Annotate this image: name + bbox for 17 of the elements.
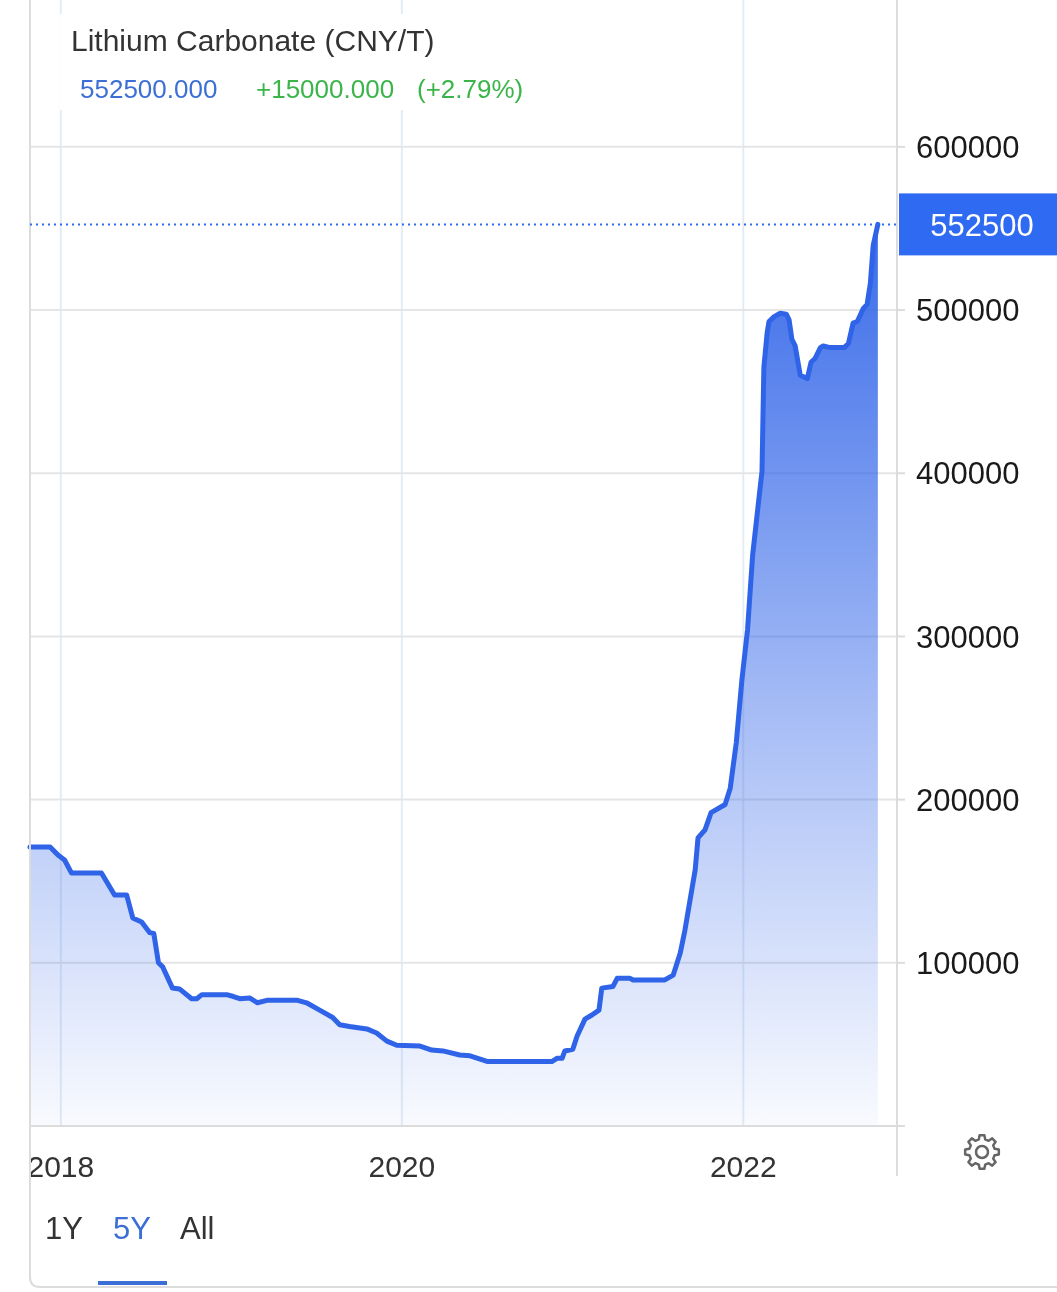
annotation: +15000.000 [256,74,395,104]
x-tick-label: 2020 [368,1150,436,1183]
text: All [180,1211,215,1246]
y-tick-label: 600000 [916,130,1020,166]
y-tick-label: 200000 [916,782,1020,818]
y-tick-label: 500000 [916,293,1020,329]
y-tick-label: 100000 [916,945,1020,981]
y-tick-label: 400000 [916,456,1020,492]
annotation: (+2.79%) [417,74,524,104]
text: 5Y [113,1211,151,1246]
annotation: 552500.000 [80,74,218,104]
x-tick-label: 2022 [709,1150,777,1183]
x-tick-label: 2018 [27,1150,95,1183]
y-tick-label: 300000 [916,619,1020,655]
ref-line-label: 552500 [930,207,1034,243]
text: 1Y [45,1211,83,1246]
text: Lithium Carbonate (CNY/T) [71,24,435,57]
